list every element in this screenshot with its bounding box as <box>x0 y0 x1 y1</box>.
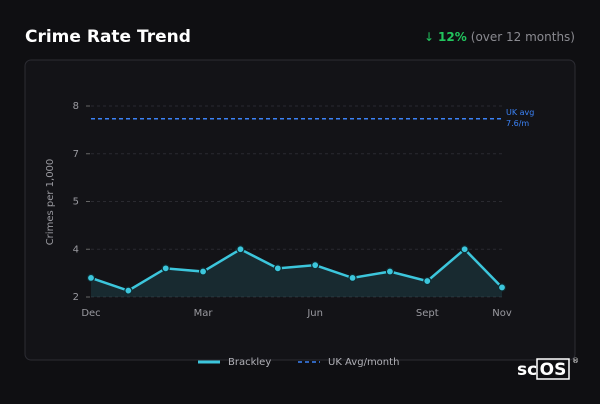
point <box>311 261 320 270</box>
y-tick-label: 2 <box>73 292 79 303</box>
change-note: (over 12 months) <box>471 30 575 44</box>
y-tick-label: 4 <box>73 244 79 255</box>
change-summary: ↓ 12% (over 12 months) <box>424 30 575 44</box>
point <box>198 267 208 276</box>
change-arrow: ↓ <box>424 30 434 44</box>
x-tick-label: Sept <box>416 308 439 319</box>
x-tick-label: Jun <box>306 308 323 319</box>
point <box>161 264 170 273</box>
y-axis-label: Crimes per 1,000 <box>45 159 56 246</box>
y-tick-label: 5 <box>73 197 79 208</box>
title: Crime Rate Trend <box>25 27 191 47</box>
point <box>124 286 133 295</box>
point <box>348 273 357 282</box>
point <box>273 264 282 273</box>
point <box>460 245 469 254</box>
y-tick-label: 8 <box>73 101 79 112</box>
area <box>91 249 502 297</box>
legend-label: UK Avg/month <box>328 357 399 368</box>
point <box>423 276 432 286</box>
y-tick-label: 7 <box>73 149 79 160</box>
logo-boxed-text: OS <box>540 360 567 380</box>
logo-box <box>536 358 570 380</box>
point <box>385 267 395 276</box>
change-value: 12% <box>438 30 467 44</box>
legend-label: Brackley <box>228 357 271 368</box>
x-tick-label: Dec <box>81 308 100 319</box>
line <box>90 247 503 293</box>
point <box>236 245 245 254</box>
x-tick-label: Nov <box>492 308 512 319</box>
chart-panel <box>24 59 576 361</box>
logo-mark: ® <box>572 357 579 365</box>
x-tick-label: Mar <box>194 308 214 319</box>
point <box>497 283 507 292</box>
logo-text: sc <box>517 360 537 380</box>
reference-label: UK avg <box>506 108 534 117</box>
point <box>86 273 96 282</box>
reference-label: 7.6/m <box>506 119 529 128</box>
legend: Brackley UK Avg/month <box>198 357 399 368</box>
